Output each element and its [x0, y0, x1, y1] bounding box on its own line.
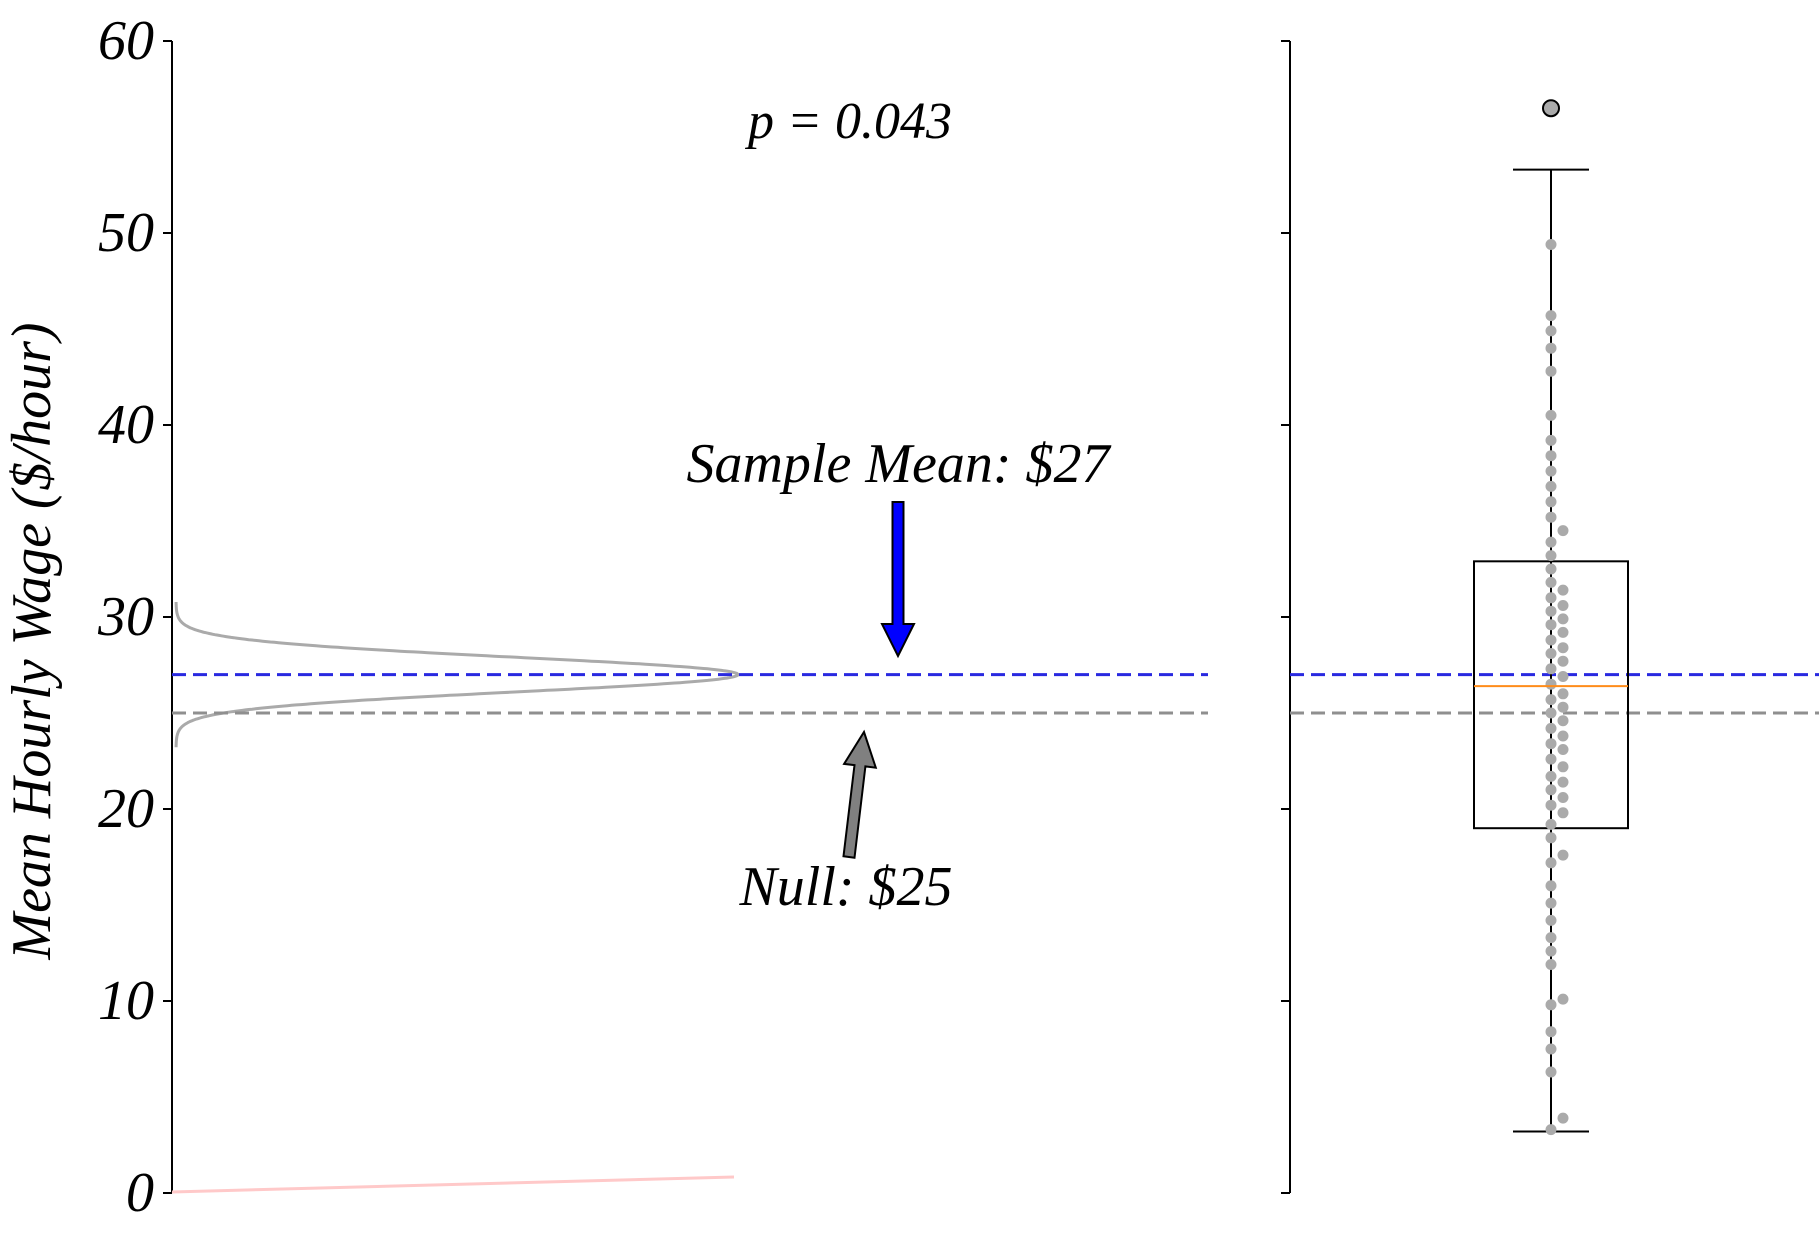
sample-point	[1545, 325, 1557, 337]
sample-point	[1545, 434, 1557, 446]
sample-point	[1557, 671, 1569, 682]
sample-point	[1545, 450, 1557, 462]
sample-point	[1545, 1124, 1557, 1136]
null-distribution-curve	[171, 1175, 735, 1194]
sample-point	[1557, 807, 1569, 819]
sample-point	[1557, 792, 1569, 803]
sample-point	[1557, 626, 1569, 638]
left-y-tick-label: 30	[97, 586, 154, 648]
sample-point	[1545, 536, 1557, 548]
sample-mean-annotation: Sample Mean: $27	[686, 433, 1111, 495]
right-panel	[1281, 40, 1819, 1194]
boxplot-outliers	[1542, 99, 1560, 118]
sample-point	[1545, 914, 1557, 926]
sample-point	[1545, 496, 1557, 508]
sample-point	[1545, 945, 1557, 957]
sample-point	[1557, 776, 1569, 788]
left-y-tick-label: 10	[98, 970, 154, 1032]
sample-point	[1545, 880, 1557, 892]
sample-point	[1545, 511, 1557, 523]
sample-point	[1545, 784, 1557, 796]
outlier-point	[1542, 99, 1560, 118]
sample-mean-arrow	[880, 501, 916, 659]
null-annotation: Null: $25	[738, 856, 952, 918]
sample-point	[1557, 655, 1569, 667]
sample-point	[1545, 1066, 1557, 1078]
sample-point	[1557, 525, 1569, 537]
sample-point	[1557, 701, 1569, 713]
left-y-ticks	[163, 40, 172, 1194]
sample-point	[1545, 753, 1557, 765]
sample-point	[1557, 613, 1569, 625]
sample-point	[1545, 342, 1557, 354]
sample-point	[1545, 409, 1557, 421]
sample-point	[1545, 550, 1557, 562]
sample-point	[1545, 722, 1557, 734]
sample-point	[1545, 999, 1557, 1011]
left-y-tick-label: 20	[98, 778, 154, 840]
p-value-label: p = 0.043	[744, 93, 952, 150]
left-y-tick-label: 0	[126, 1162, 154, 1224]
sample-point	[1545, 1043, 1557, 1055]
sample-point	[1545, 832, 1557, 844]
sample-point	[1545, 818, 1557, 830]
sample-point	[1545, 365, 1557, 377]
sample-point	[1557, 993, 1569, 1005]
left-y-tick-label: 40	[98, 394, 154, 456]
sample-point	[1557, 730, 1569, 742]
sampling-distribution-curve	[174, 602, 740, 748]
null-arrow	[842, 729, 878, 859]
sample-point	[1545, 576, 1557, 588]
sample-point	[1557, 715, 1569, 727]
sample-point	[1545, 310, 1557, 322]
sample-point	[1545, 563, 1557, 575]
sample-point	[1545, 648, 1557, 659]
sample-point	[1557, 1112, 1569, 1124]
sample-point	[1545, 592, 1557, 604]
y-axis-label: Mean Hourly Wage ($/hour)	[1, 322, 63, 960]
sample-point	[1557, 600, 1569, 611]
sample-point	[1545, 799, 1557, 811]
sample-point	[1557, 744, 1569, 755]
sample-points	[1545, 239, 1569, 1136]
sample-point	[1557, 688, 1569, 700]
sample-point	[1557, 642, 1569, 654]
sample-point	[1557, 849, 1569, 861]
sample-point	[1545, 1026, 1557, 1038]
sample-point	[1545, 480, 1557, 492]
sample-point	[1545, 959, 1557, 970]
sample-point	[1545, 619, 1557, 631]
sample-point	[1557, 584, 1569, 596]
sample-point	[1545, 239, 1557, 250]
sample-point	[1545, 897, 1557, 909]
sample-point	[1557, 761, 1569, 773]
left-y-tick-label: 50	[98, 202, 154, 264]
sample-point	[1545, 738, 1557, 750]
sample-point	[1545, 605, 1557, 617]
left-y-tick-label: 60	[98, 10, 154, 72]
sample-point	[1545, 694, 1557, 706]
sample-point	[1545, 857, 1557, 869]
right-y-ticks	[1281, 40, 1290, 1194]
sample-point	[1545, 465, 1557, 477]
left-y-tick-labels: 0 10 20 30 40 50 60	[97, 10, 154, 1224]
sample-point	[1545, 634, 1557, 646]
sample-point	[1545, 932, 1557, 944]
sample-point	[1545, 707, 1557, 719]
sample-point	[1545, 663, 1557, 675]
sample-point	[1545, 678, 1557, 690]
sample-point	[1545, 770, 1557, 782]
